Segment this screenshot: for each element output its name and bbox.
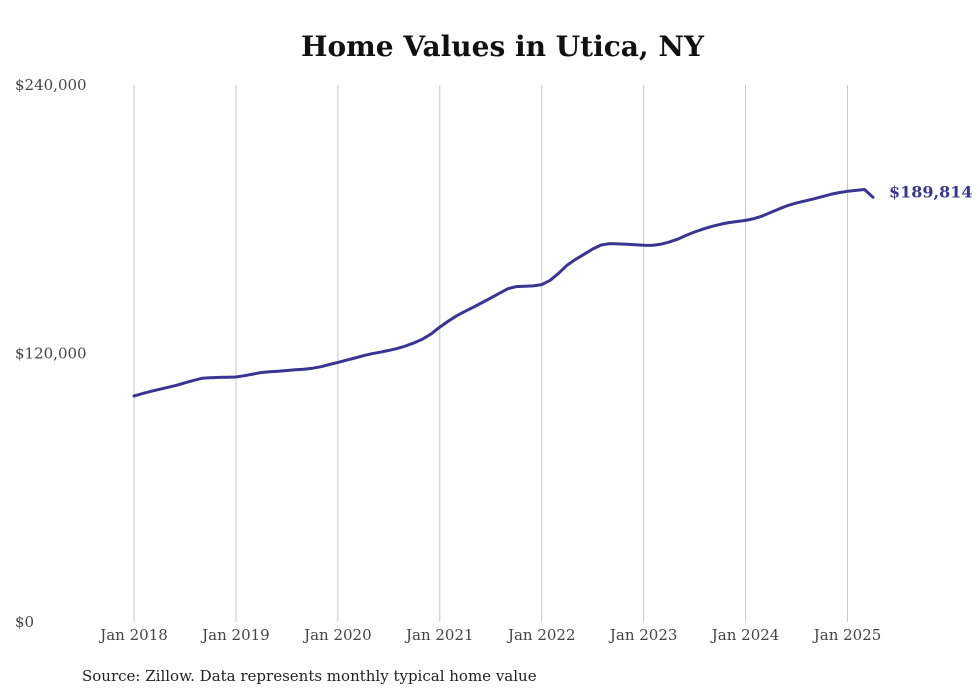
y-tick-label: $120,000 xyxy=(15,345,87,363)
y-axis-tick-labels: $0 $120,000 $240,000 xyxy=(15,76,87,631)
chart-title: Home Values in Utica, NY xyxy=(301,30,704,63)
last-value-label: $189,814 xyxy=(889,182,973,201)
x-tick-label: Jan 2018 xyxy=(98,626,168,644)
y-tick-label: $240,000 xyxy=(15,76,87,94)
x-axis-tick-labels: Jan 2018 Jan 2019 Jan 2020 Jan 2021 Jan 2022… xyxy=(98,626,881,644)
home-value-line xyxy=(132,188,875,398)
y-tick-label: $0 xyxy=(15,613,34,631)
series-layer xyxy=(132,188,875,398)
x-tick-label: Jan 2019 xyxy=(200,626,270,644)
source-note: Source: Zillow. Data represents monthly … xyxy=(82,667,537,685)
x-tick-label: Jan 2021 xyxy=(404,626,474,644)
x-tick-label: Jan 2023 xyxy=(608,626,678,644)
x-tick-label: Jan 2022 xyxy=(506,626,576,644)
x-tick-label: Jan 2020 xyxy=(302,626,372,644)
gridlines xyxy=(133,85,849,622)
x-tick-label: Jan 2025 xyxy=(812,626,882,644)
x-tick-label: Jan 2024 xyxy=(710,626,780,644)
